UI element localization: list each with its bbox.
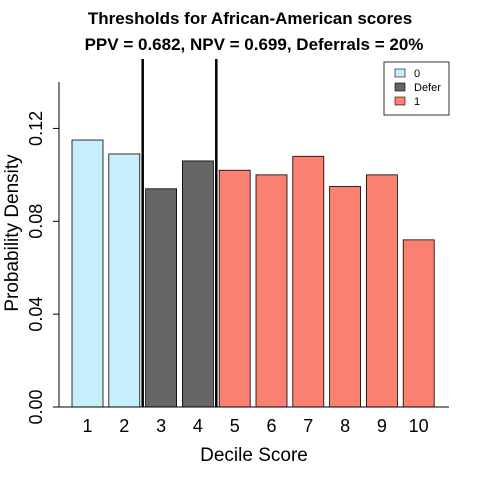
threshold-lines: [141, 59, 218, 407]
bar-decile-8: [329, 186, 362, 408]
bar-decile-2: [108, 153, 141, 408]
x-tick-label: 3: [156, 416, 166, 436]
bar-decile-1: [71, 139, 104, 408]
legend-swatch-1: [394, 96, 406, 106]
x-tick-label: 1: [82, 416, 92, 436]
bar-decile-5: [218, 169, 251, 408]
legend-swatch-defer: [394, 82, 406, 92]
y-tick-label: 0.00: [26, 389, 46, 424]
chart-title: Thresholds for African-American scores: [88, 9, 412, 28]
y-tick-label: 0.08: [26, 204, 46, 239]
x-tick-label: 10: [409, 416, 429, 436]
bars-group: [71, 139, 435, 408]
chart-subtitle: PPV = 0.682, NPV = 0.699, Deferrals = 20…: [85, 35, 424, 54]
bar-decile-3: [145, 188, 178, 408]
x-tick-label: 7: [303, 416, 313, 436]
bar-decile-4: [181, 160, 214, 408]
bar-decile-10: [402, 239, 435, 408]
y-tick-label: 0.12: [26, 111, 46, 146]
bar-decile-6: [255, 174, 288, 408]
legend: 0 Defer 1: [383, 61, 450, 116]
x-tick-label: 6: [266, 416, 276, 436]
x-ticks: 1 2 3 4 5 6 7 8 9 10: [82, 416, 428, 436]
x-tick-label: 4: [193, 416, 203, 436]
legend-label-0: 0: [414, 68, 420, 80]
x-axis-label: Decile Score: [200, 445, 308, 466]
x-tick-label: 8: [340, 416, 350, 436]
x-tick-label: 9: [377, 416, 387, 436]
bar-decile-9: [365, 174, 398, 408]
legend-swatch-0: [394, 68, 406, 78]
x-tick-label: 5: [230, 416, 240, 436]
y-axis-label: Probability Density: [2, 154, 23, 312]
bar-decile-7: [292, 155, 325, 408]
x-tick-label: 2: [119, 416, 129, 436]
y-ticks: 0.00 0.04 0.08 0.12: [26, 111, 59, 425]
legend-label-1: 1: [414, 96, 420, 108]
y-tick-label: 0.04: [26, 297, 46, 332]
legend-label-defer: Defer: [414, 82, 441, 94]
